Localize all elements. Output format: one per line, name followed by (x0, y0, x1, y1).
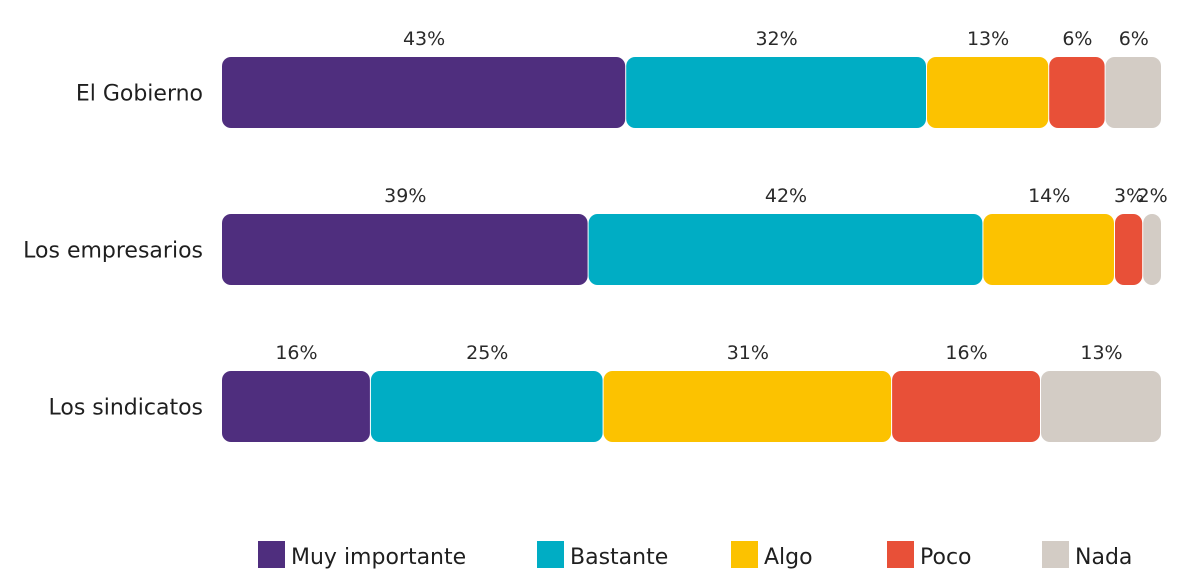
value-label: 25% (466, 342, 508, 364)
legend-label: Nada (1075, 545, 1132, 570)
bar-segment (1143, 214, 1161, 285)
legend-item: Poco (887, 541, 972, 570)
category-label: El Gobierno (76, 82, 203, 107)
bar-segment (222, 371, 370, 442)
bar-segment (1105, 57, 1161, 128)
bars-layer: 43% 32% 13% 6% 6% 39% 42% 14% 3%2% 16% 25% 31% 16% 13… (222, 28, 1168, 442)
value-label: 6% (1062, 28, 1092, 50)
value-label: 16% (275, 342, 317, 364)
bar-segment (927, 57, 1049, 128)
legend-item: Nada (1042, 541, 1132, 570)
value-label: 13% (1080, 342, 1122, 364)
bar-segment (626, 57, 926, 128)
legend-label: Bastante (570, 545, 668, 570)
bar-segment (1041, 371, 1161, 442)
bar-segment (603, 371, 892, 442)
category-label: Los empresarios (23, 239, 203, 264)
bar-segment (222, 214, 588, 285)
value-label: 14% (1028, 185, 1070, 207)
legend-item: Bastante (537, 541, 668, 570)
legend-item: Algo (731, 541, 813, 570)
value-label: 13% (967, 28, 1009, 50)
legend-label: Algo (764, 545, 813, 570)
value-label: 39% (384, 185, 426, 207)
value-label: 3% (1114, 185, 1144, 207)
value-label: 2% (1138, 185, 1168, 207)
value-label: 16% (945, 342, 987, 364)
legend-swatch (1042, 541, 1069, 568)
legend-item: Muy importante (258, 541, 466, 570)
legend: Muy importante Bastante Algo Poco Nada (258, 541, 1132, 570)
legend-swatch (258, 541, 285, 568)
value-label: 6% (1119, 28, 1149, 50)
legend-label: Poco (920, 545, 972, 570)
legend-label: Muy importante (291, 545, 466, 570)
legend-swatch (731, 541, 758, 568)
category-label: Los sindicatos (48, 396, 203, 421)
bar-segment (370, 371, 603, 442)
bar-segment (222, 57, 626, 128)
value-label: 31% (727, 342, 769, 364)
value-label: 32% (755, 28, 797, 50)
value-label: 43% (403, 28, 445, 50)
value-label: 42% (765, 185, 807, 207)
bar-segment (983, 214, 1114, 285)
legend-swatch (537, 541, 564, 568)
legend-swatch (887, 541, 914, 568)
bar-segment (1115, 214, 1143, 285)
bar-segment (1049, 57, 1105, 128)
category-labels: El Gobierno Los empresarios Los sindicatos (23, 82, 203, 421)
bar-segment (892, 371, 1041, 442)
bar-segment (588, 214, 983, 285)
